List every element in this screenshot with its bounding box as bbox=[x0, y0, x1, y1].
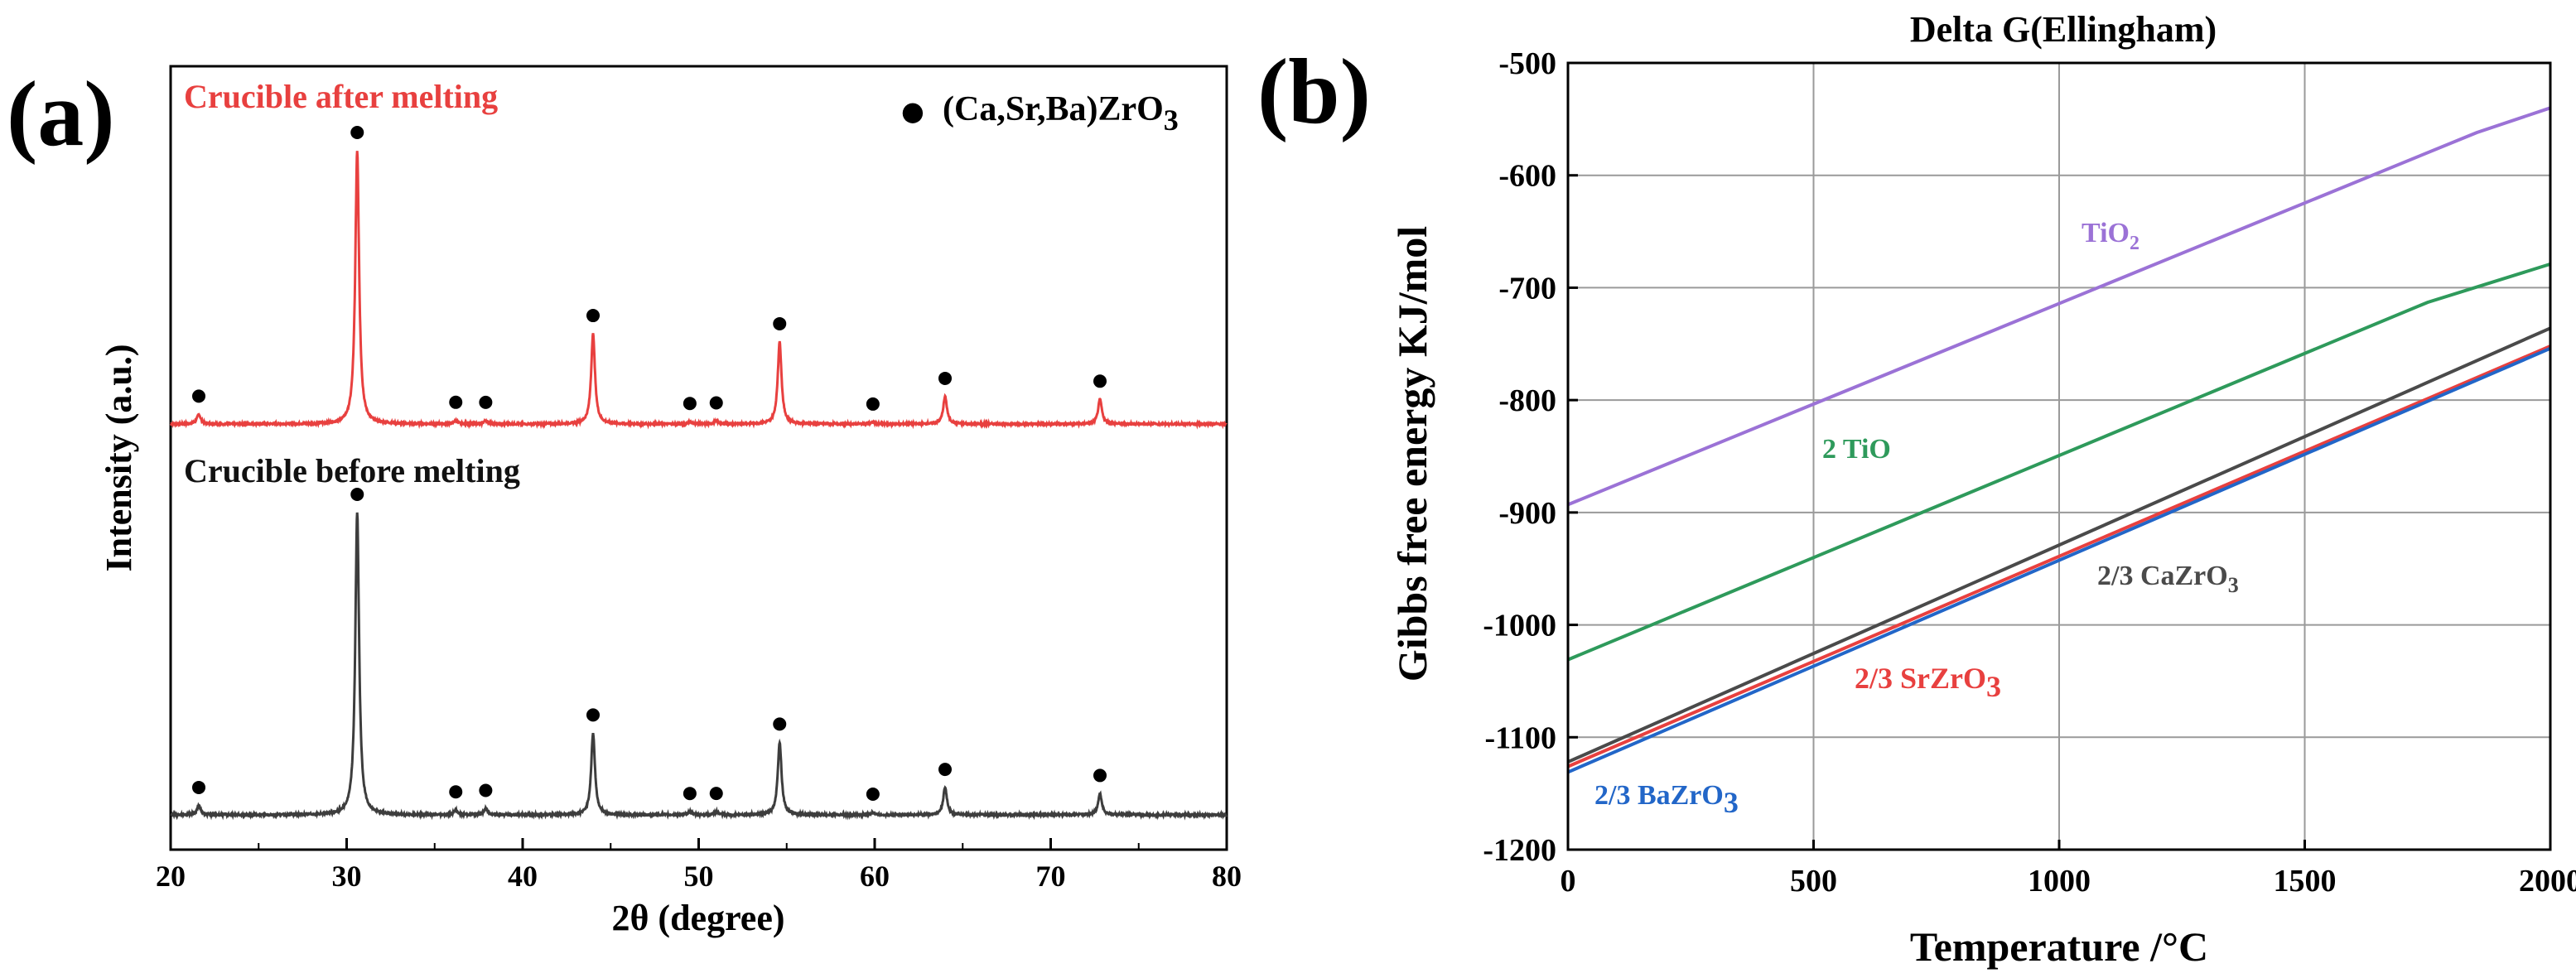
a-xtick-label: 50 bbox=[684, 860, 714, 893]
a-peak-marker bbox=[866, 397, 880, 411]
legend-label: (Ca,Sr,Ba)ZrO3 bbox=[943, 90, 1179, 137]
b-ytick-label: -1000 bbox=[1483, 609, 1556, 643]
panel-a-series-label-before: Crucible before melting bbox=[184, 452, 520, 489]
b-ytick-label: -800 bbox=[1498, 383, 1556, 418]
a-peak-marker bbox=[773, 316, 787, 330]
b-series-line bbox=[1567, 346, 2551, 774]
a-peak-marker bbox=[449, 395, 463, 409]
panel-b-grid bbox=[1568, 63, 2550, 850]
panel-b-title: Delta G(Ellingham) bbox=[1910, 9, 2217, 50]
legend-marker: ● bbox=[901, 95, 924, 127]
b-xtick-label: 500 bbox=[1790, 864, 1837, 899]
panel-a-peak-markers bbox=[192, 125, 1107, 801]
label-srzro3-sub: 3 bbox=[1986, 670, 2001, 703]
a-xtick-label: 70 bbox=[1036, 860, 1066, 893]
a-trace-after bbox=[170, 151, 1228, 430]
a-xtick-label: 40 bbox=[508, 860, 538, 893]
b-ytick-label: -900 bbox=[1498, 496, 1556, 531]
a-peak-marker bbox=[1093, 374, 1107, 388]
a-peak-marker bbox=[709, 396, 723, 410]
label-tio2-sub: 2 bbox=[2130, 233, 2139, 254]
b-ytick-label: -1100 bbox=[1484, 720, 1556, 755]
panel-a-traces bbox=[170, 151, 1228, 821]
a-peak-marker bbox=[1093, 768, 1107, 783]
a-peak-marker bbox=[773, 717, 787, 731]
panel-a-x-axis-label: 2θ (degree) bbox=[611, 898, 784, 938]
a-peak-marker bbox=[683, 397, 697, 411]
a-xtick-label: 80 bbox=[1212, 860, 1242, 893]
a-peak-marker bbox=[938, 371, 952, 385]
panel-a-y-axis-label: Intensity (a.u.) bbox=[99, 344, 139, 571]
b-ytick-label: -500 bbox=[1498, 46, 1556, 81]
a-xtick-label: 60 bbox=[860, 860, 890, 893]
panel-b-label: (b) bbox=[1257, 41, 1371, 143]
a-peak-marker bbox=[350, 125, 364, 139]
a-peak-marker bbox=[683, 787, 697, 801]
a-xtick-label: 20 bbox=[156, 860, 186, 893]
a-peak-marker bbox=[586, 708, 600, 722]
b-series-line bbox=[1567, 262, 2551, 662]
panel-a-x-axis: 20 30 40 50 60 70 80 bbox=[156, 838, 1242, 893]
a-peak-marker bbox=[479, 395, 493, 409]
label-bazro3-sub: 3 bbox=[1724, 786, 1739, 819]
a-peak-marker bbox=[449, 785, 463, 799]
panel-b-series-lines bbox=[1567, 106, 2551, 774]
b-series-line bbox=[1567, 326, 2551, 764]
a-peak-marker bbox=[192, 389, 205, 403]
b-xtick-label: 2000 bbox=[2519, 864, 2576, 899]
panel-b-ellingham-chart: Delta G(Ellingham) 0 500 1000 1500 2000 -500 -… bbox=[1389, 9, 2576, 970]
b-xtick-label: 1500 bbox=[2274, 864, 2337, 899]
legend-label-sub: 3 bbox=[1164, 104, 1179, 137]
a-peak-marker bbox=[192, 780, 205, 794]
a-peak-marker bbox=[350, 487, 364, 501]
a-peak-marker bbox=[866, 787, 880, 801]
panel-a-xrd-chart: 20 30 40 50 60 70 80 Crucible after melting Cr… bbox=[99, 65, 1242, 938]
a-trace-before bbox=[170, 512, 1228, 821]
label-srzro3-main: 2/3 SrZrO bbox=[1855, 662, 1986, 695]
b-xtick-label: 0 bbox=[1561, 864, 1576, 899]
b-ytick-label: -700 bbox=[1498, 271, 1556, 306]
panel-b-y-axis-label: Gibbs free energy KJ/mol bbox=[1389, 226, 1435, 682]
panel-b-x-axis-label: Temperature /°C bbox=[1910, 923, 2208, 970]
label-cazro3-main: 2/3 CaZrO bbox=[2097, 561, 2228, 591]
panel-a-legend: ● (Ca,Sr,Ba)ZrO3 bbox=[901, 90, 1179, 137]
b-ytick-label: -1200 bbox=[1483, 833, 1556, 868]
a-peak-marker bbox=[586, 309, 600, 323]
a-xtick-label: 30 bbox=[332, 860, 362, 893]
label-bazro3-main: 2/3 BaZrO bbox=[1594, 780, 1724, 811]
label-tio2-main: TiO bbox=[2082, 218, 2130, 248]
b-series-line bbox=[1567, 344, 2551, 768]
b-xtick-label: 1000 bbox=[2028, 864, 2091, 899]
label-cazro3-sub: 3 bbox=[2228, 573, 2239, 597]
label-tio2: TiO2 bbox=[2082, 218, 2139, 254]
b-series-line bbox=[1567, 106, 2551, 507]
panel-a-series-label-after: Crucible after melting bbox=[184, 78, 498, 115]
a-peak-marker bbox=[938, 763, 952, 777]
b-ytick-label: -600 bbox=[1498, 159, 1556, 194]
label-2tio: 2 TiO bbox=[1822, 434, 1891, 465]
panel-b-axes: 0 500 1000 1500 2000 -500 -600 -700 -800 -900 -100… bbox=[1483, 46, 2576, 899]
label-srzro3: 2/3 SrZrO3 bbox=[1855, 662, 2001, 703]
panel-a-label: (a) bbox=[7, 63, 115, 166]
a-peak-marker bbox=[709, 787, 723, 801]
label-cazro3: 2/3 CaZrO3 bbox=[2097, 561, 2239, 597]
label-bazro3: 2/3 BaZrO3 bbox=[1594, 780, 1739, 819]
a-peak-marker bbox=[479, 783, 493, 797]
legend-label-main: (Ca,Sr,Ba)ZrO bbox=[943, 90, 1164, 128]
